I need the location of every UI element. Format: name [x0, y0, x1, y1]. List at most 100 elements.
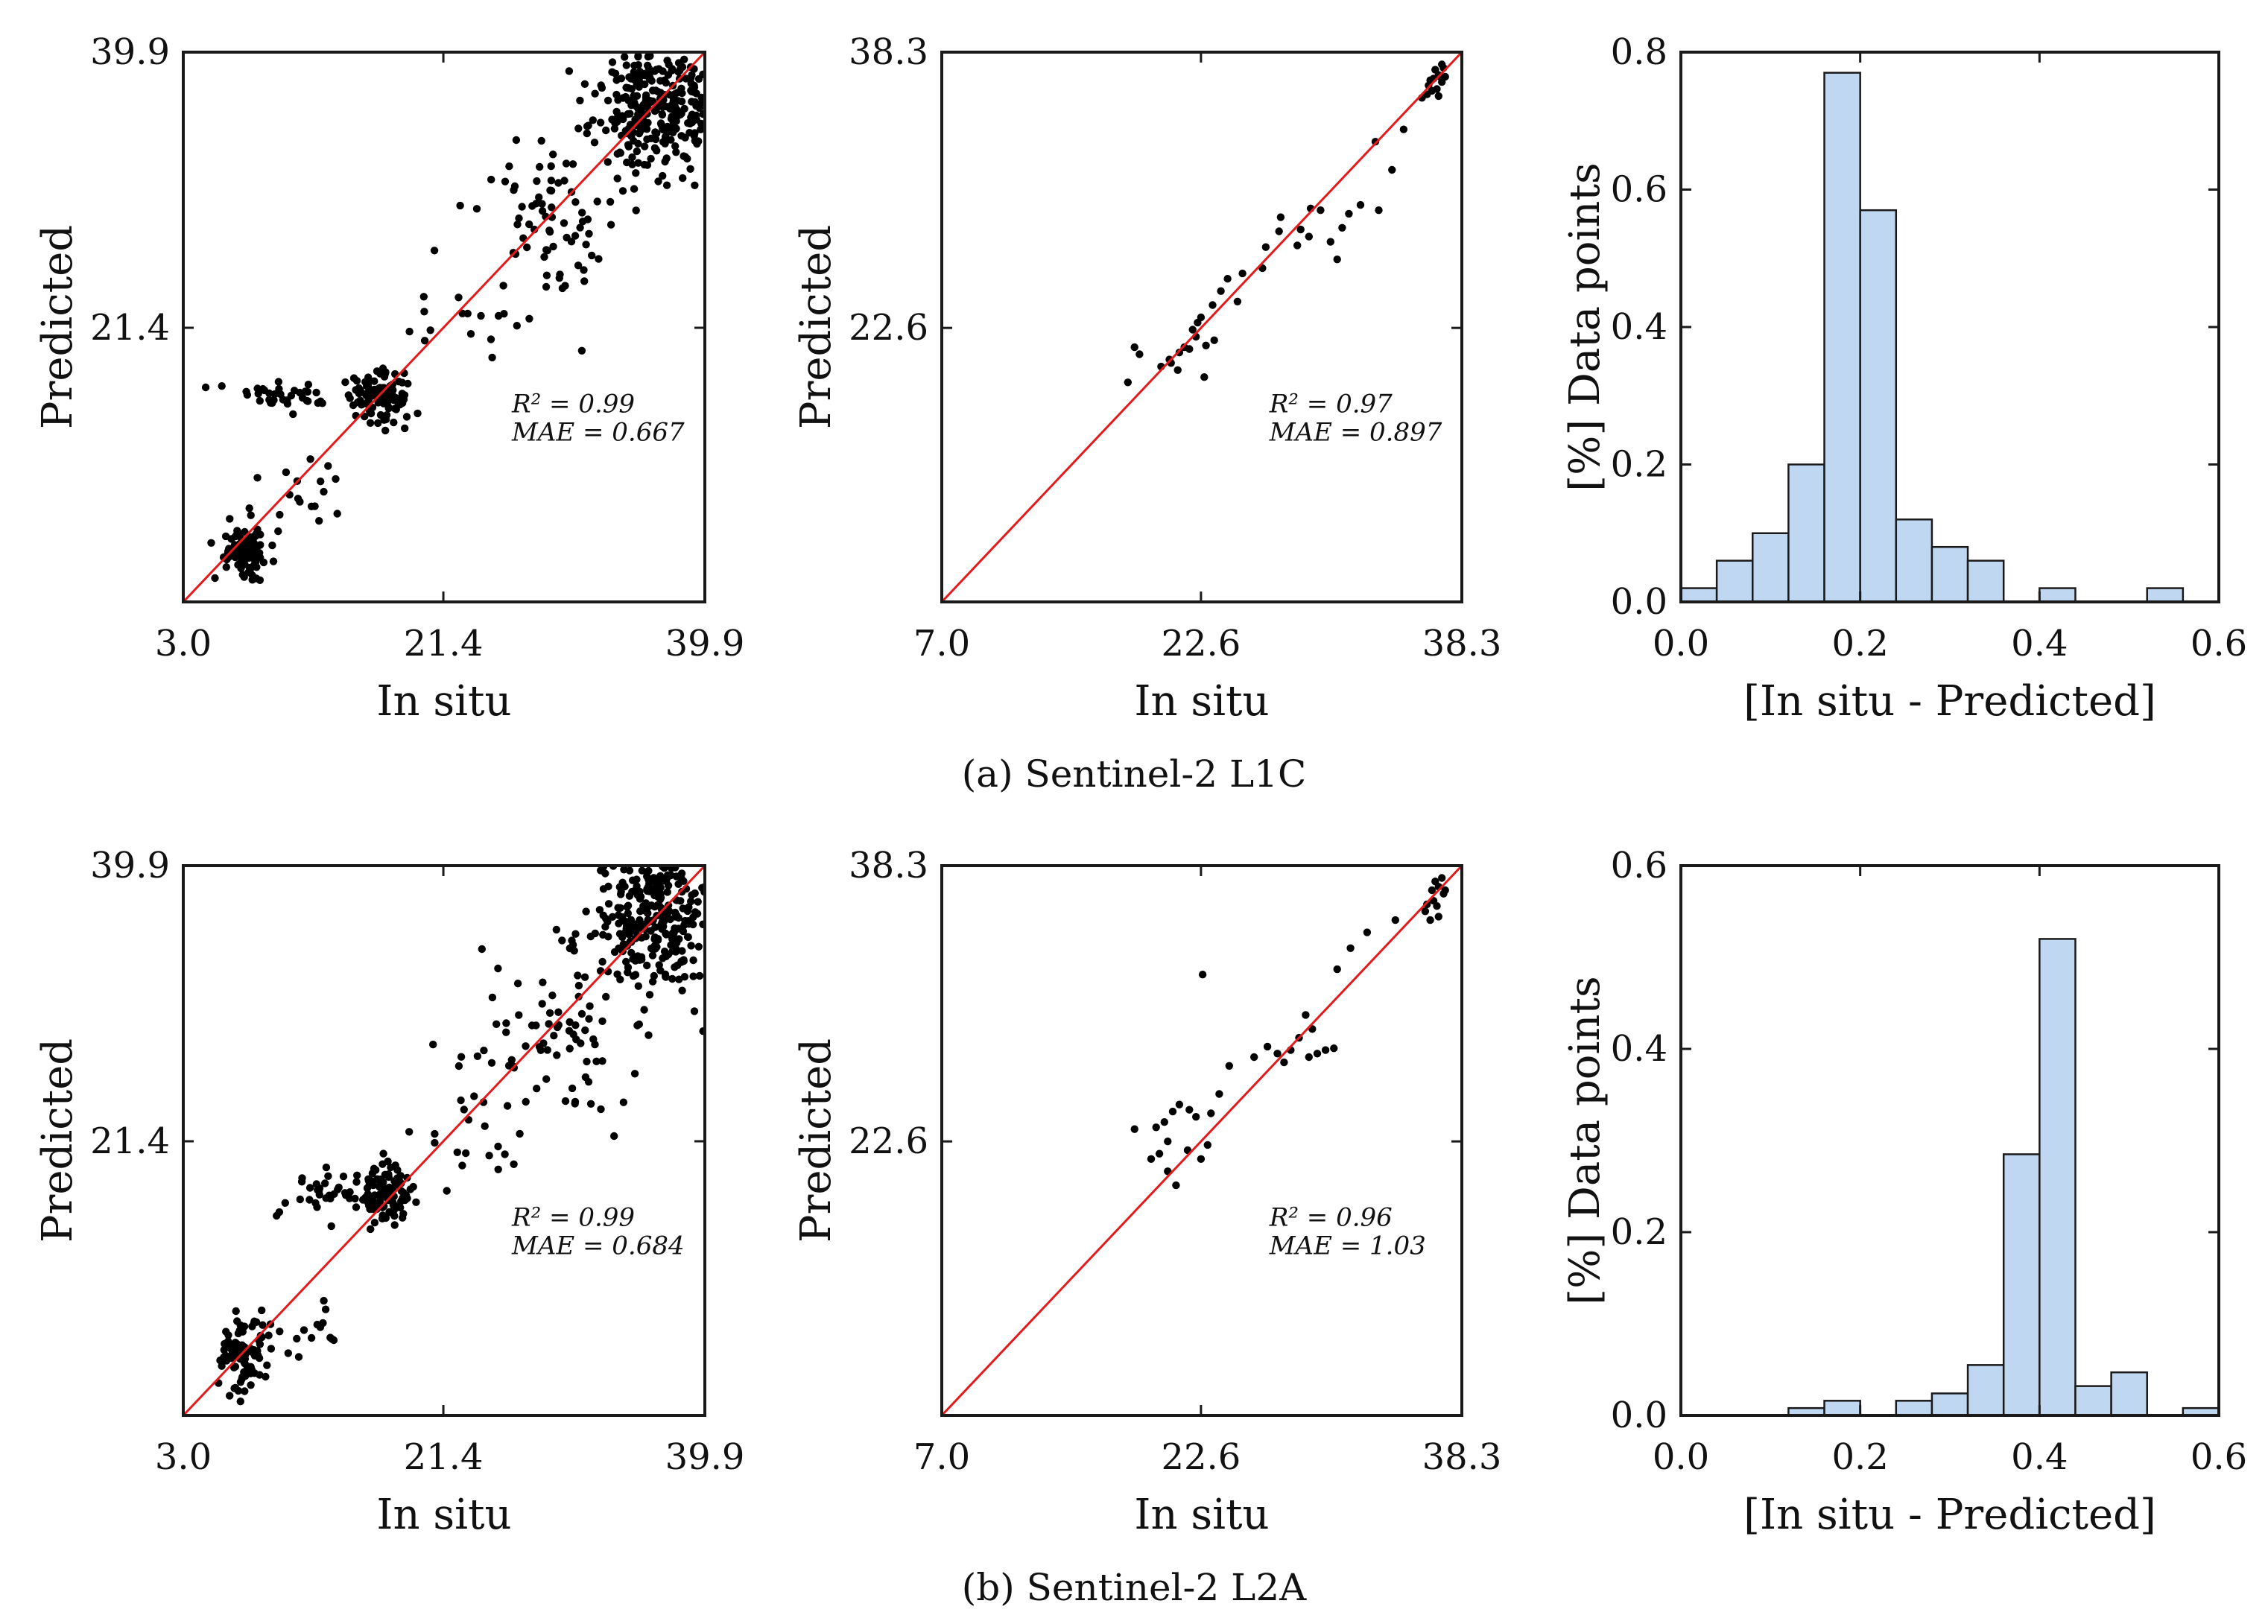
data-point	[256, 554, 265, 562]
data-point	[1388, 165, 1396, 174]
data-point	[630, 68, 638, 77]
histogram-bar	[1930, 1392, 1969, 1415]
data-point	[341, 1191, 350, 1199]
data-point	[554, 1008, 563, 1016]
data-point	[396, 1172, 405, 1180]
data-point	[577, 1009, 586, 1018]
data-point	[584, 121, 592, 130]
data-point	[574, 261, 583, 270]
data-point	[247, 1381, 255, 1389]
data-point	[1356, 200, 1365, 209]
data-point	[384, 1170, 393, 1179]
data-point	[686, 165, 694, 173]
data-point	[1280, 1058, 1288, 1067]
data-point	[1305, 1053, 1314, 1062]
data-point	[229, 1363, 238, 1372]
data-point	[658, 110, 666, 118]
data-point	[677, 65, 685, 73]
data-point	[535, 1043, 544, 1051]
x-tick-label: 0.6	[2191, 1436, 2247, 1478]
data-point	[312, 388, 320, 397]
data-point	[300, 1326, 308, 1334]
data-point	[665, 124, 673, 133]
data-point	[1433, 85, 1441, 93]
data-point	[390, 418, 398, 427]
data-point	[1263, 1042, 1272, 1051]
data-point	[647, 944, 656, 953]
data-point	[404, 379, 412, 388]
data-point	[226, 515, 234, 523]
data-point	[462, 1149, 470, 1158]
data-point	[1217, 287, 1225, 295]
data-point	[502, 1019, 510, 1027]
data-point	[244, 554, 253, 562]
data-point	[678, 986, 686, 995]
data-point	[375, 1182, 384, 1191]
data-point	[231, 532, 240, 541]
data-point	[578, 209, 586, 217]
data-point	[412, 1198, 420, 1207]
data-point	[1238, 269, 1247, 278]
data-point	[574, 981, 583, 990]
data-point	[630, 100, 639, 108]
data-point	[545, 1009, 554, 1018]
data-point	[1173, 366, 1182, 374]
data-point	[296, 1195, 304, 1204]
data-point	[232, 1307, 240, 1316]
data-point	[655, 961, 663, 969]
identity-line	[183, 866, 705, 1415]
data-point	[677, 84, 685, 93]
x-tick-label: 3.0	[155, 1436, 212, 1478]
data-point	[216, 1356, 224, 1365]
data-point	[633, 882, 641, 890]
data-point	[589, 116, 597, 124]
data-point	[671, 963, 679, 971]
data-point	[585, 229, 593, 238]
data-point	[645, 991, 654, 999]
data-point	[545, 1020, 553, 1028]
y-axis-label: Predicted	[792, 1038, 840, 1243]
data-point	[1321, 1046, 1330, 1054]
data-point	[694, 898, 702, 906]
x-tick-label: 0.4	[2011, 1436, 2068, 1478]
data-point	[305, 1184, 314, 1192]
data-point	[678, 887, 686, 896]
data-point	[545, 226, 554, 235]
data-point	[690, 1007, 699, 1015]
data-point	[540, 253, 548, 261]
data-point	[298, 1174, 306, 1182]
data-point	[560, 177, 568, 185]
data-point	[1371, 138, 1380, 146]
data-point	[672, 148, 680, 156]
data-point	[1172, 1181, 1180, 1190]
data-point	[1210, 336, 1218, 344]
data-point	[576, 223, 584, 232]
data-point	[367, 1195, 376, 1203]
data-point	[624, 909, 632, 918]
data-point	[356, 386, 364, 394]
data-point	[224, 1331, 232, 1339]
data-point	[290, 387, 299, 395]
data-point	[1431, 66, 1439, 74]
data-point	[616, 975, 624, 984]
data-point	[1433, 902, 1441, 910]
data-point	[542, 271, 551, 279]
data-point	[662, 79, 671, 87]
data-point	[335, 1183, 343, 1192]
data-point	[1346, 944, 1355, 953]
data-point	[659, 67, 667, 75]
caption-row-a: (a) Sentinel-2 L1C	[961, 752, 1307, 796]
data-point	[250, 561, 258, 570]
y-axis-label: Predicted	[34, 225, 82, 429]
data-point	[1175, 349, 1184, 357]
data-point	[625, 73, 633, 81]
data-point	[250, 1319, 259, 1328]
data-point	[625, 866, 634, 875]
data-point	[1434, 92, 1443, 101]
data-point	[668, 974, 677, 983]
data-point	[627, 916, 636, 924]
x-axis-label: In situ	[1134, 1491, 1269, 1539]
data-point	[240, 573, 248, 581]
data-point	[562, 159, 571, 168]
